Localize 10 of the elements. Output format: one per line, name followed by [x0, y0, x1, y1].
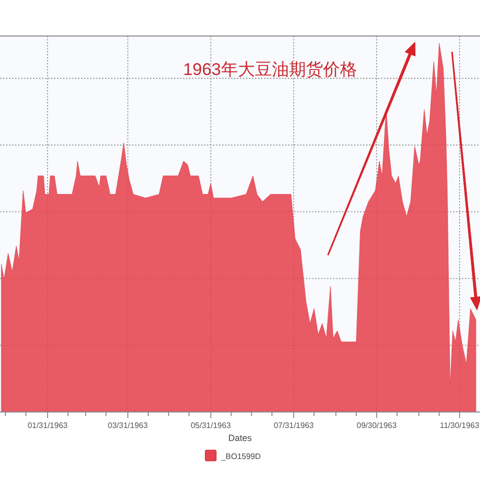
- legend: _BO1599D: [204, 450, 261, 462]
- x-tick-label: 11/30/1963: [440, 421, 480, 430]
- x-tick-label: 07/31/1963: [274, 421, 314, 430]
- x-tick-label: 09/30/1963: [356, 421, 398, 430]
- x-tick-label: 03/31/1963: [108, 421, 148, 430]
- legend-label: _BO1599D: [220, 452, 262, 461]
- text: 1963年大豆油期货价格: [183, 60, 357, 79]
- x-axis-title: Dates: [228, 433, 252, 443]
- x-tick-label: 01/31/1963: [28, 421, 68, 430]
- x-tick-label: 05/31/1963: [190, 421, 232, 430]
